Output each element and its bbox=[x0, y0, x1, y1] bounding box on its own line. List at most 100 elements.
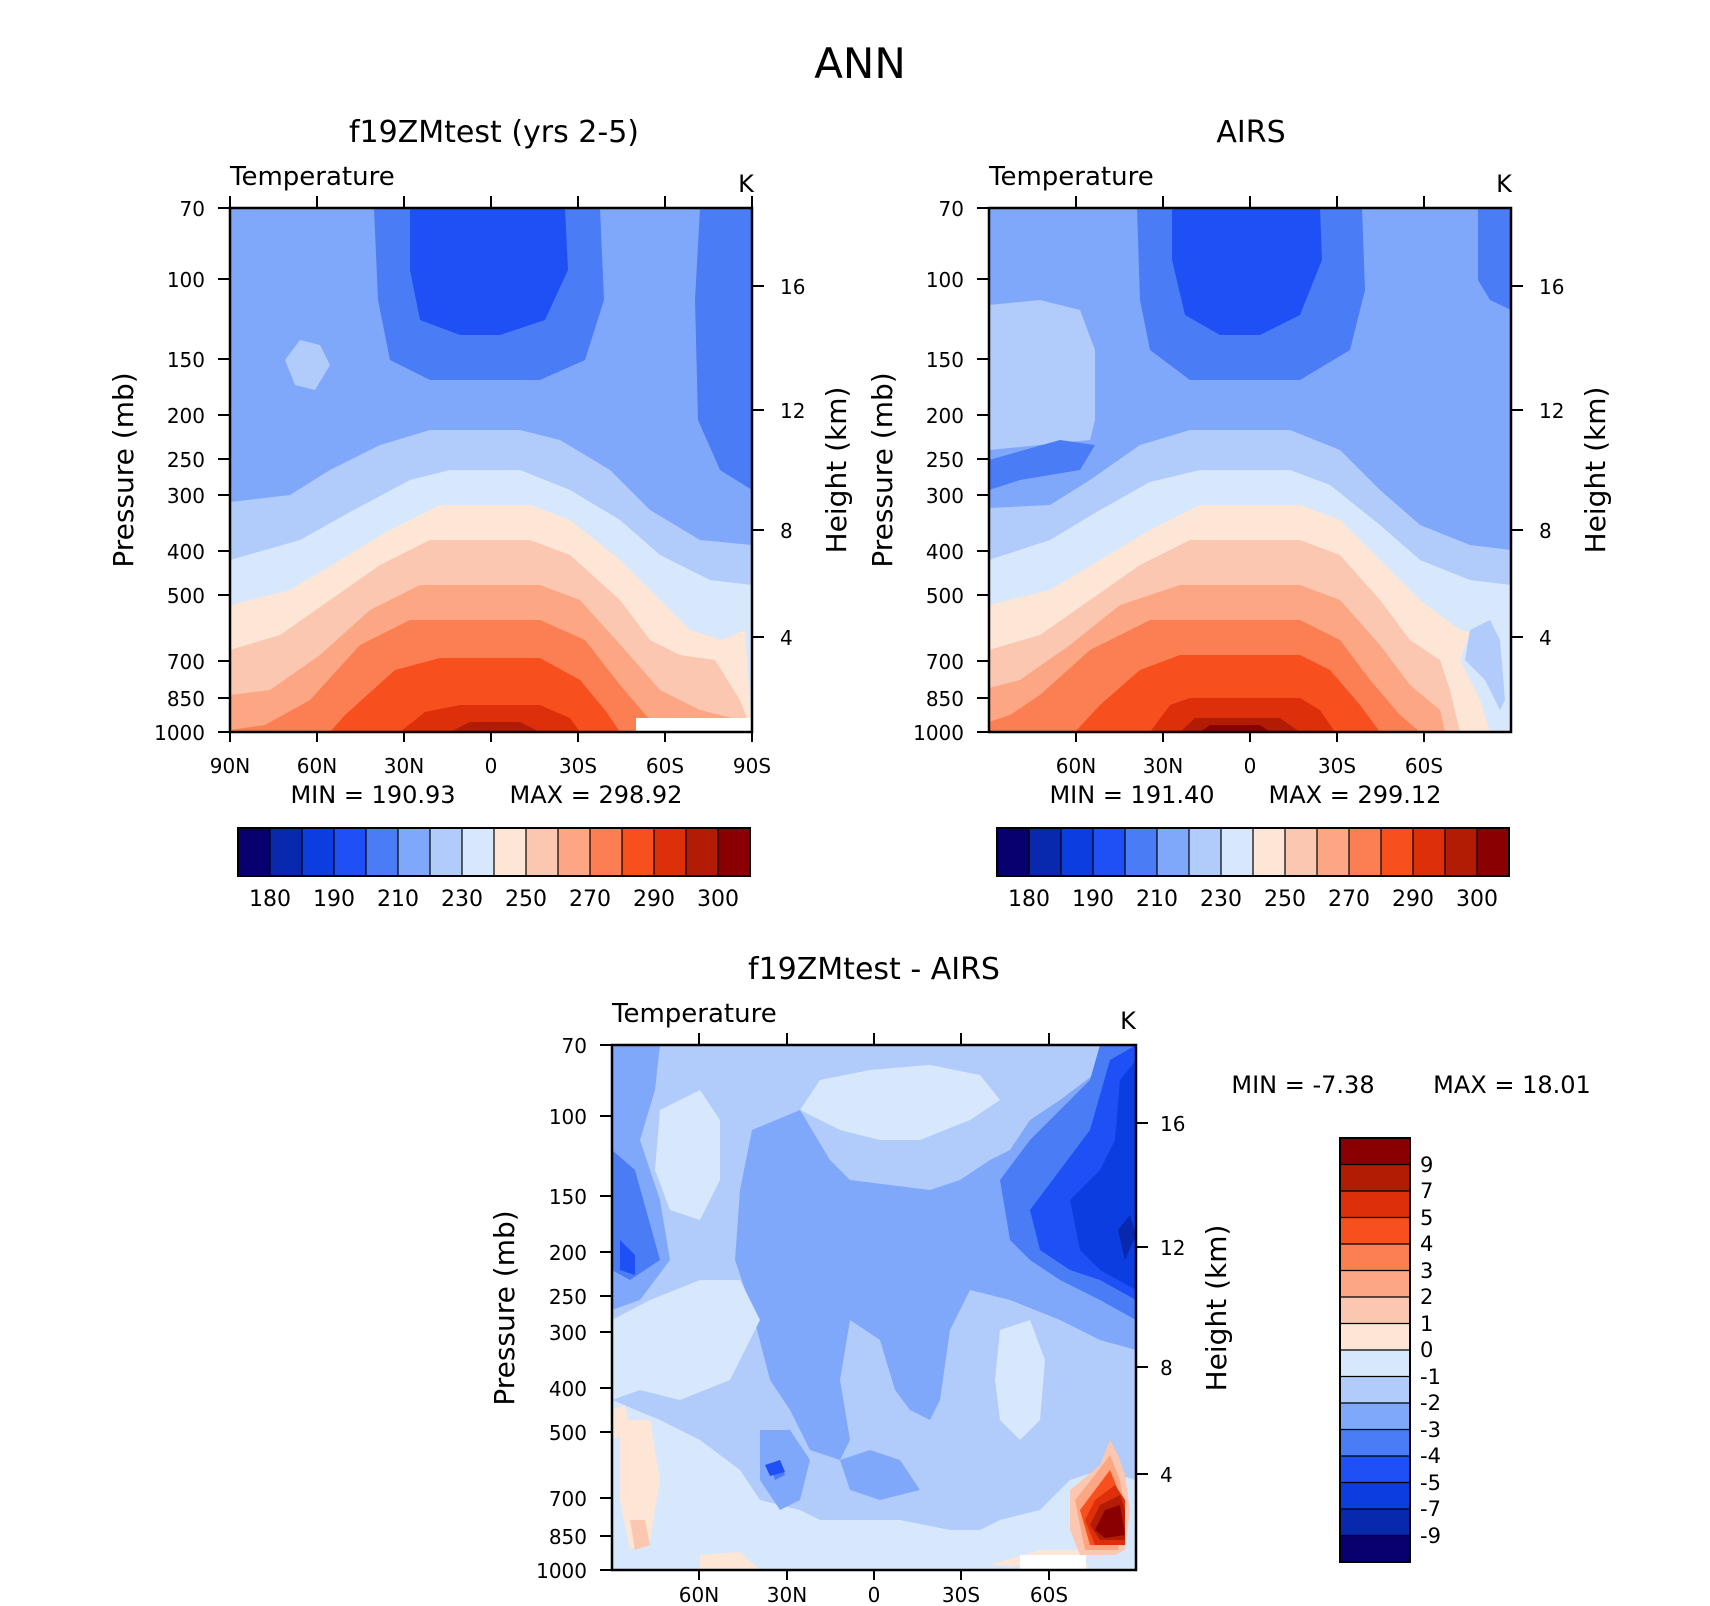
panel-model: f19ZMtest (yrs 2-5) Temperature K bbox=[107, 115, 853, 912]
colorbar-swatch bbox=[1340, 1535, 1410, 1562]
colorbar-label: 270 bbox=[1328, 887, 1370, 912]
x-tick-label: 30N bbox=[767, 1583, 807, 1606]
panel-model-variable: Temperature bbox=[229, 162, 395, 192]
y-tick-label: 70 bbox=[180, 197, 205, 221]
panel-model-units: K bbox=[738, 170, 755, 198]
colorbar-label: -2 bbox=[1420, 1391, 1441, 1415]
max-label: MAX = 298.92 bbox=[510, 781, 683, 809]
colorbar-swatch bbox=[1340, 1323, 1410, 1350]
y-tick-label: 100 bbox=[926, 268, 964, 292]
colorbar-swatch bbox=[1340, 1350, 1410, 1377]
colorbar-swatch bbox=[526, 828, 558, 876]
panel-obs-variable: Temperature bbox=[988, 162, 1154, 192]
colorbar-label: 4 bbox=[1420, 1232, 1433, 1256]
panel-model-field bbox=[228, 206, 754, 734]
panel-obs-y-ticks bbox=[977, 207, 1523, 733]
colorbar-swatch bbox=[654, 828, 686, 876]
y-tick-label: 850 bbox=[167, 687, 205, 711]
y-tick-label: 150 bbox=[549, 1185, 587, 1209]
colorbar-label: -4 bbox=[1420, 1444, 1441, 1468]
y-tick-label: 500 bbox=[167, 584, 205, 608]
x-tick-label: 30N bbox=[1143, 754, 1183, 778]
y-tick-label: 1000 bbox=[913, 721, 964, 745]
min-label: MIN = 191.40 bbox=[1049, 781, 1214, 809]
colorbar-label: 7 bbox=[1420, 1179, 1433, 1203]
panel-obs-x-ticks bbox=[1075, 196, 1425, 742]
y-tick-label: 700 bbox=[926, 650, 964, 674]
y-tick-label: 500 bbox=[549, 1421, 587, 1445]
colorbar-label: 300 bbox=[1456, 887, 1498, 912]
min-label: MIN = 190.93 bbox=[290, 781, 455, 809]
y-axis-label: Pressure (mb) bbox=[107, 372, 140, 567]
colorbar-label: 180 bbox=[1008, 887, 1050, 912]
height-tick-label: 8 bbox=[780, 519, 793, 543]
y-tick-label: 150 bbox=[167, 348, 205, 372]
height-tick-label: 12 bbox=[780, 399, 805, 423]
y-tick-label: 300 bbox=[549, 1321, 587, 1345]
colorbar-swatch bbox=[1317, 828, 1349, 876]
panel-model-x-ticks bbox=[229, 196, 753, 742]
colorbar-label: 210 bbox=[377, 887, 419, 912]
x-tick-label: 0 bbox=[485, 754, 498, 778]
x-tick-label: 30S bbox=[559, 754, 597, 778]
colorbar-swatch bbox=[1340, 1244, 1410, 1271]
y-tick-label: 500 bbox=[926, 584, 964, 608]
colorbar-label: -3 bbox=[1420, 1418, 1441, 1442]
colorbar-swatch bbox=[1340, 1297, 1410, 1324]
colorbar-swatch bbox=[398, 828, 430, 876]
y-tick-label: 850 bbox=[549, 1525, 587, 1549]
colorbar-swatch bbox=[622, 828, 654, 876]
x-tick-label: 60N bbox=[297, 754, 337, 778]
colorbar-swatch bbox=[494, 828, 526, 876]
colorbar-swatch bbox=[590, 828, 622, 876]
colorbar-label: 1 bbox=[1420, 1312, 1433, 1336]
colorbar-swatch bbox=[718, 828, 750, 876]
colorbar-label: 180 bbox=[249, 887, 291, 912]
y-axis-right-label: Height (km) bbox=[820, 387, 853, 554]
y-tick-label: 250 bbox=[549, 1285, 587, 1309]
y-tick-label: 70 bbox=[562, 1034, 587, 1058]
height-tick-label: 16 bbox=[1160, 1112, 1185, 1136]
colorbar-swatch bbox=[1340, 1403, 1410, 1430]
colorbar-swatch bbox=[334, 828, 366, 876]
colorbar-swatch bbox=[1340, 1217, 1410, 1244]
y-axis-right-label: Height (km) bbox=[1579, 387, 1612, 554]
colorbar-label: -5 bbox=[1420, 1471, 1441, 1495]
y-tick-label: 70 bbox=[939, 197, 964, 221]
height-tick-label: 4 bbox=[780, 626, 793, 650]
panel-diff-title: f19ZMtest - AIRS bbox=[748, 952, 1000, 987]
colorbar-swatch bbox=[238, 828, 270, 876]
colorbar-swatch bbox=[462, 828, 494, 876]
colorbar-swatch bbox=[1125, 828, 1157, 876]
y-tick-label: 150 bbox=[926, 348, 964, 372]
colorbar-label: 190 bbox=[1072, 887, 1114, 912]
colorbar-label: 9 bbox=[1420, 1153, 1433, 1177]
x-tick-label: 30N bbox=[384, 754, 424, 778]
colorbar-swatch bbox=[1061, 828, 1093, 876]
colorbar-swatch bbox=[1340, 1509, 1410, 1536]
colorbar-swatch bbox=[1340, 1164, 1410, 1191]
colorbar-swatch bbox=[366, 828, 398, 876]
colorbar-swatch bbox=[1340, 1138, 1410, 1165]
colorbar-swatch bbox=[302, 828, 334, 876]
colorbar-swatch bbox=[1340, 1270, 1410, 1297]
colorbar-swatch bbox=[1340, 1191, 1410, 1218]
panel-diff: f19ZMtest - AIRS Temperature K bbox=[488, 952, 1591, 1606]
x-tick-label: 0 bbox=[868, 1583, 881, 1606]
x-tick-label: 90N bbox=[210, 754, 250, 778]
colorbar-label: 290 bbox=[1392, 887, 1434, 912]
panel-obs-title: AIRS bbox=[1216, 115, 1285, 150]
colorbar-swatch bbox=[1445, 828, 1477, 876]
height-tick-label: 16 bbox=[1539, 275, 1564, 299]
y-tick-label: 400 bbox=[549, 1377, 587, 1401]
x-tick-label: 30S bbox=[942, 1583, 980, 1606]
colorbar-label: 210 bbox=[1136, 887, 1178, 912]
colorbar-swatch bbox=[558, 828, 590, 876]
y-tick-label: 250 bbox=[926, 448, 964, 472]
colorbar-label: -9 bbox=[1420, 1524, 1441, 1548]
colorbar-swatch bbox=[1477, 828, 1509, 876]
colorbar-swatch bbox=[1340, 1456, 1410, 1483]
colorbar-swatch bbox=[1189, 828, 1221, 876]
x-tick-label: 60S bbox=[1405, 754, 1443, 778]
y-tick-label: 200 bbox=[926, 404, 964, 428]
